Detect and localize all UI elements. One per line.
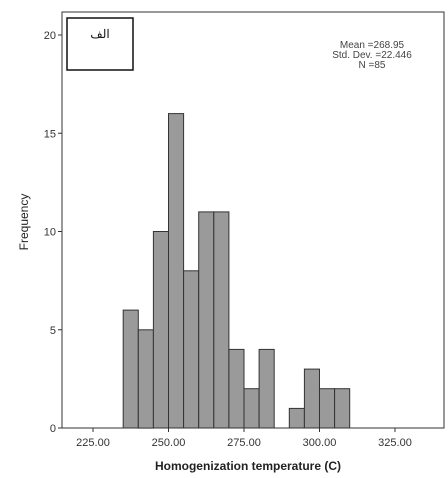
histogram-bar-5 [198,211,215,429]
x-axis-label: Homogenization temperature (C) [155,459,341,473]
histogram-bar-12 [319,388,336,429]
x-axis: 225.00 250.00 275.00 300.00 325.00 [76,428,412,449]
y-tick-label-0: 0 [50,423,56,435]
y-tick-label-4: 20 [44,30,56,42]
x-tick-label-2: 275.00 [227,437,261,449]
histogram-bar-6 [213,211,230,429]
histogram-bar-7 [228,348,245,429]
x-tick-label-4: 325.00 [378,437,412,449]
x-tick-label-1: 250.00 [152,437,186,449]
histogram-bar-4 [183,270,200,429]
stat-std-dev: Std. Dev. =22.446 [332,50,412,61]
y-tick-label-1: 5 [50,325,56,337]
y-axis-label: Frequency [17,194,31,251]
y-axis: 0 5 10 15 20 [44,30,62,435]
histogram-bar-0 [122,309,139,429]
histogram-bar-2 [152,231,169,429]
histogram-bar-1 [137,329,154,429]
stat-n: N =85 [359,60,386,71]
bars-group [122,113,351,429]
x-tick-label-0: 225.00 [76,437,110,449]
histogram-bar-3 [168,113,185,429]
histogram-bar-11 [303,368,320,429]
stats-box: Mean =268.95 Std. Dev. =22.446 N =85 [332,40,412,71]
histogram-bar-9 [258,348,275,429]
stat-mean: Mean =268.95 [340,40,405,51]
x-tick-label-3: 300.00 [303,437,337,449]
panel-label-box [66,17,134,71]
histogram-bar-8 [243,388,260,429]
y-tick-label-3: 15 [44,128,56,140]
panel-label: الف [90,27,109,41]
y-tick-label-2: 10 [44,227,56,239]
histogram-bar-10 [288,407,305,429]
plot-frame [61,11,445,429]
histogram-bar-13 [334,388,351,429]
